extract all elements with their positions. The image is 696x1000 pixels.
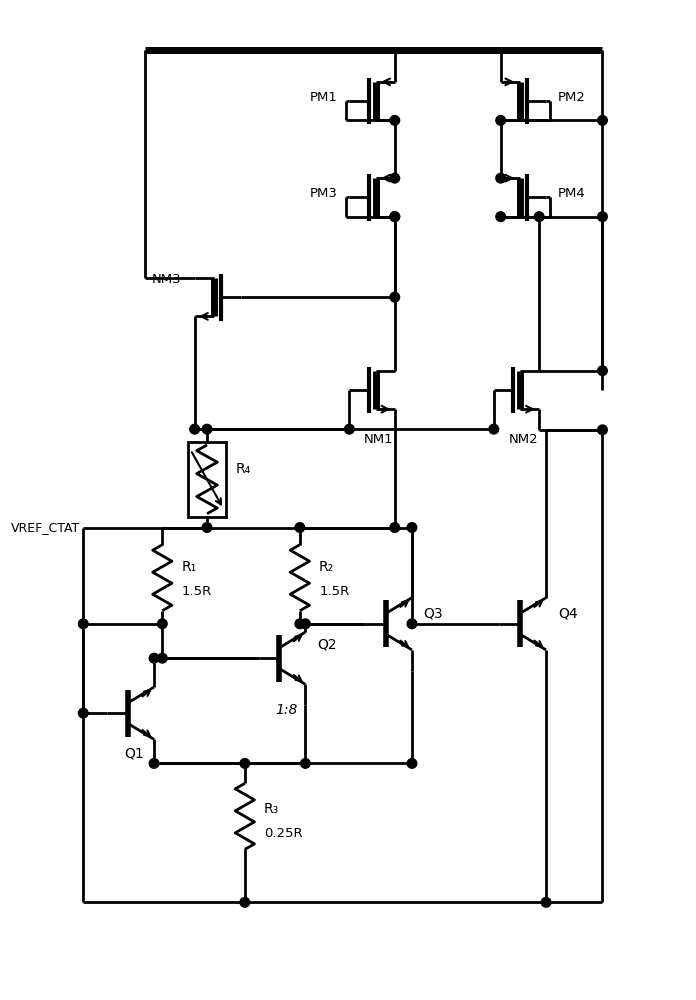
Circle shape: [203, 523, 212, 532]
Circle shape: [598, 366, 608, 376]
Circle shape: [295, 619, 305, 629]
Circle shape: [489, 424, 498, 434]
Circle shape: [149, 759, 159, 768]
Circle shape: [496, 116, 505, 125]
Circle shape: [157, 653, 167, 663]
Circle shape: [345, 424, 354, 434]
Text: Q3: Q3: [424, 606, 443, 620]
Circle shape: [407, 619, 417, 629]
Text: VREF_CTAT: VREF_CTAT: [11, 521, 80, 534]
Circle shape: [301, 619, 310, 629]
Circle shape: [190, 424, 200, 434]
Circle shape: [390, 116, 400, 125]
Text: Q4: Q4: [557, 606, 578, 620]
Text: 0.25R: 0.25R: [264, 827, 303, 840]
Circle shape: [598, 425, 608, 435]
Circle shape: [79, 708, 88, 718]
Circle shape: [79, 619, 88, 629]
Circle shape: [598, 212, 608, 221]
Text: 1.5R: 1.5R: [319, 585, 349, 598]
Circle shape: [301, 759, 310, 768]
Text: PM1: PM1: [310, 91, 338, 104]
Bar: [188, 442, 226, 517]
Circle shape: [407, 523, 417, 532]
Text: R₄: R₄: [236, 462, 251, 476]
Text: NM1: NM1: [364, 433, 394, 446]
Circle shape: [203, 424, 212, 434]
Text: 1:8: 1:8: [276, 703, 298, 717]
Text: NM2: NM2: [509, 433, 538, 446]
Circle shape: [240, 898, 250, 907]
Text: PM4: PM4: [557, 187, 585, 200]
Circle shape: [496, 212, 505, 221]
Circle shape: [496, 173, 505, 183]
Circle shape: [407, 759, 417, 768]
Text: R₁: R₁: [182, 560, 197, 574]
Circle shape: [240, 759, 250, 768]
Text: R₂: R₂: [319, 560, 334, 574]
Circle shape: [390, 212, 400, 221]
Text: Q2: Q2: [317, 637, 337, 651]
Circle shape: [390, 212, 400, 221]
Text: 1.5R: 1.5R: [182, 585, 212, 598]
Text: PM3: PM3: [310, 187, 338, 200]
Circle shape: [390, 292, 400, 302]
Circle shape: [390, 523, 400, 532]
Circle shape: [541, 898, 551, 907]
Text: NM3: NM3: [152, 273, 182, 286]
Circle shape: [390, 173, 400, 183]
Text: R₃: R₃: [264, 802, 279, 816]
Circle shape: [598, 116, 608, 125]
Circle shape: [295, 523, 305, 532]
Circle shape: [149, 653, 159, 663]
Circle shape: [535, 212, 544, 221]
Text: Q1: Q1: [125, 746, 144, 760]
Text: PM2: PM2: [557, 91, 585, 104]
Circle shape: [157, 619, 167, 629]
